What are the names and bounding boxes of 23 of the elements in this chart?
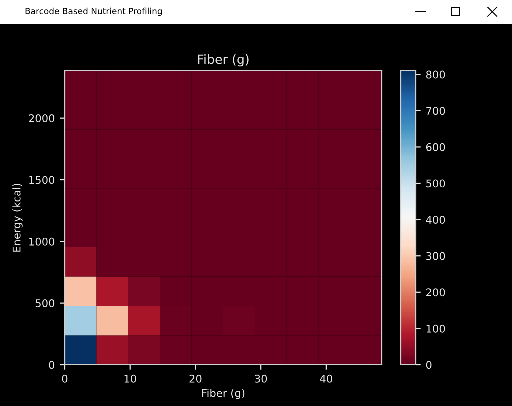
y-tick-label: 0 [49, 361, 55, 370]
y-tick-label: 1000 [30, 238, 55, 246]
x-tick-label: 30 [255, 374, 268, 383]
color-bar-label: 700 [426, 107, 446, 116]
x-tick-label: 10 [124, 374, 136, 383]
color-bar-label: 100 [426, 324, 446, 333]
y-axis-title: Energy (kcal) [12, 184, 23, 252]
color-bar-label: 400 [426, 216, 446, 224]
y-tick-label: 2000 [29, 114, 55, 123]
color-bar-label: 0 [426, 361, 432, 370]
color-bar-label: 500 [426, 180, 446, 188]
x-axis-title: Fiber (g) [202, 389, 245, 400]
chart-title: Fiber (g) [198, 54, 249, 67]
color-bar-label: 200 [426, 288, 446, 297]
y-tick-label: 1500 [30, 176, 55, 184]
text: Barcode Based Nutrient Profiling [26, 8, 162, 16]
color-bar-label: 600 [426, 143, 446, 152]
y-tick-label: 500 [36, 300, 55, 308]
x-tick-label: 20 [190, 374, 202, 383]
x-tick-label: 40 [320, 374, 332, 383]
x-tick-label: 0 [62, 374, 68, 383]
color-bar-label: 300 [426, 252, 446, 260]
color-bar-label: 800 [426, 70, 446, 79]
